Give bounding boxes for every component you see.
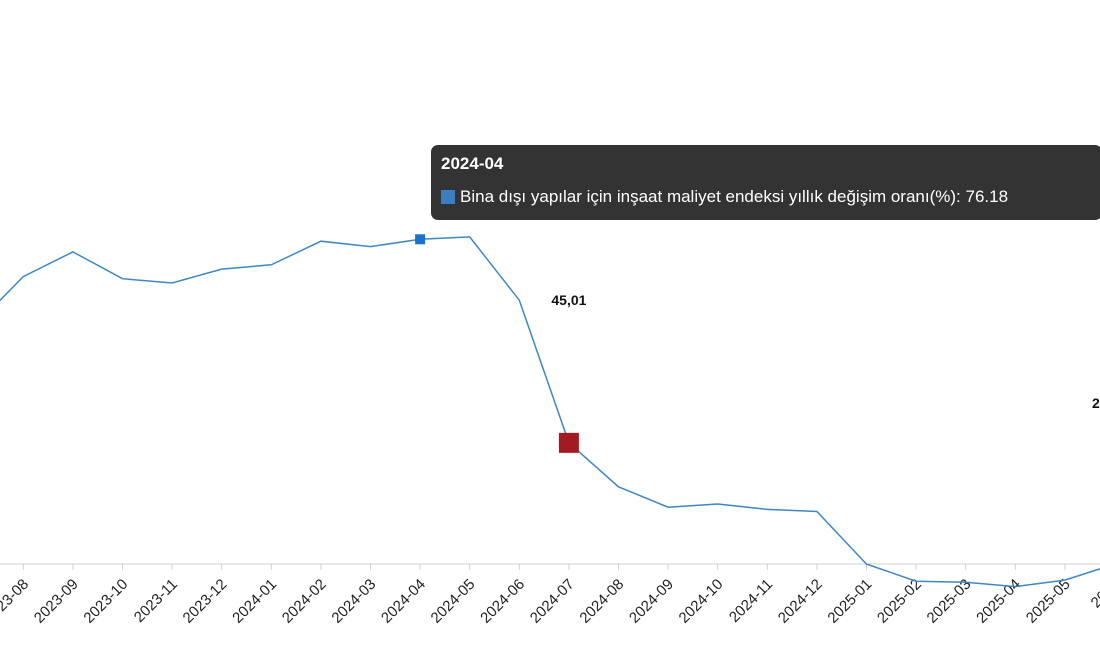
- x-tick-label: 2024-03: [328, 576, 379, 627]
- hover-tooltip: 2024-04 Bina dışı yapılar için inşaat ma…: [431, 145, 1100, 220]
- x-tick-label: 2025-03: [924, 576, 975, 627]
- x-tick-label: 2023-10: [80, 576, 131, 627]
- x-tick-label: 2025-02: [874, 576, 925, 627]
- series-markers: [415, 234, 579, 453]
- tooltip-value: 76.18: [965, 187, 1009, 206]
- series-line: [0, 236, 1100, 588]
- x-tick-label: 2024-11: [726, 576, 776, 626]
- x-tick-label: 2024-12: [775, 576, 826, 627]
- data-label-2024-07: 45,01: [551, 292, 586, 308]
- x-tick-label: 2024-10: [676, 576, 727, 627]
- x-tick-label: 2025: [1088, 576, 1100, 612]
- tooltip-series-name: Bina dışı yapılar için inşaat maliyet en…: [460, 187, 957, 206]
- x-tick-label: 2024-08: [576, 576, 627, 627]
- x-tick-label: 2023-09: [31, 576, 82, 627]
- x-tick-label: 2024-04: [378, 576, 429, 627]
- x-tick-label: 23-08: [0, 576, 32, 615]
- data-labels: 45,01 2: [551, 292, 1100, 411]
- hover-point-marker[interactable]: [415, 234, 426, 245]
- x-tick-label: 2023-12: [180, 576, 231, 627]
- data-label-partial: 2: [1092, 395, 1100, 411]
- tooltip-separator: :: [956, 187, 966, 206]
- x-tick-label: 2024-01: [229, 576, 280, 627]
- tooltip-series-swatch: [441, 190, 455, 204]
- x-tick-label: 2024-09: [626, 576, 677, 627]
- x-tick-label: 2025-05: [1023, 576, 1074, 627]
- x-tick-label: 2024-06: [477, 576, 528, 627]
- tooltip-row: Bina dışı yapılar için inşaat maliyet en…: [441, 187, 1092, 207]
- highlighted-point-marker[interactable]: [558, 432, 579, 453]
- x-tick-label: 2023-11: [131, 576, 181, 626]
- x-tick-label: 2024-02: [279, 576, 330, 627]
- x-tick-label: 2024-07: [527, 576, 578, 627]
- tooltip-title: 2024-04: [441, 154, 504, 173]
- x-tick-label: 2025-01: [824, 576, 875, 627]
- x-tick-label: 2024-05: [428, 576, 479, 627]
